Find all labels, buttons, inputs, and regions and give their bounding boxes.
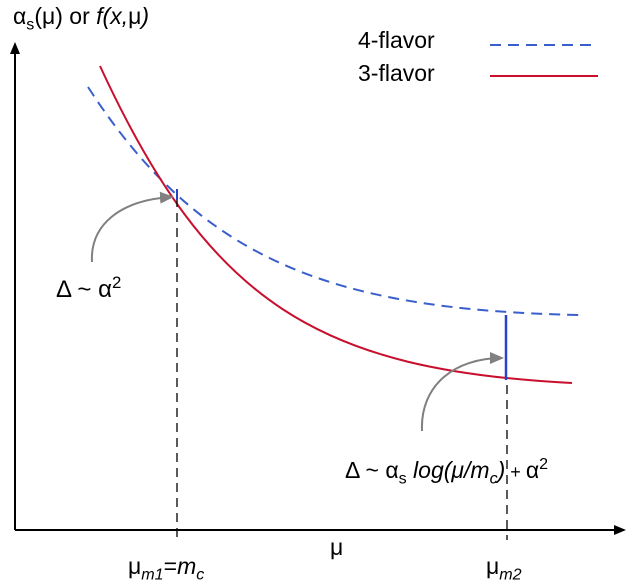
tick-label-mu-m1: μm1=mc [128,553,204,583]
legend-four-flavor-label: 4-flavor [358,27,435,53]
delta2-tilde: ~ [359,457,386,483]
delta1-alpha: α [98,276,112,303]
tick-m2-sub: m2 [499,565,522,584]
y-axis-label-f: f(x, [96,3,129,29]
delta2-alpha2: α [525,457,540,483]
delta1-delta: Δ [56,276,71,303]
y-axis-label-mu2: μ [128,3,142,29]
delta2-delta: Δ [345,457,360,483]
y-axis-label-mu: (μ) [34,3,63,29]
tick-m2-mu: μ [486,553,500,579]
delta2-m-sub: c [489,469,498,488]
delta2-close: ) [497,457,506,483]
annotation-arrow-2 [420,352,504,432]
y-axis-label: αs(μ) or f(x,μ) [13,3,150,33]
delta2-log: log(μ/ [406,457,471,483]
tick-label-mu-m2: μm2 [486,553,522,583]
delta2-m: m [470,457,490,483]
y-axis-label-close: ) [141,3,150,29]
tick-m1-eq: = [163,553,178,579]
delta1-power: 2 [111,272,122,292]
x-axis-label: μ [330,534,344,560]
y-axis-label-or: or [62,3,97,29]
tick-m1-m-sub: c [196,565,205,584]
y-axis-label-alpha: α [13,3,27,29]
delta-annotation-1: Δ ~ α2 [56,272,122,304]
four-flavor-curve [87,86,581,316]
annotation-arrow-1 [90,191,174,263]
delta1-tilde: ~ [70,276,99,303]
y-axis-label-alpha-sub: s [26,15,35,34]
delta2-power: 2 [539,455,549,474]
tick-m1-m: m [177,553,197,579]
tick-m1-mu: μ [128,553,142,579]
delta2-alpha-sub: s [398,469,407,488]
legend-three-flavor-label: 3-flavor [358,60,435,86]
three-flavor-curve [99,65,573,384]
tick-m1-sub: m1 [141,565,164,584]
delta-annotation-2: Δ ~ αs log(μ/mc) + α2 [345,455,549,487]
delta2-plus: + [505,462,526,482]
delta2-alpha: α [385,457,399,483]
